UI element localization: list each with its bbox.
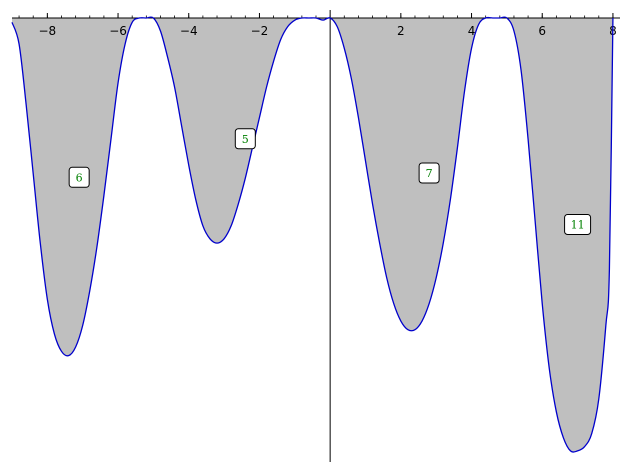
x-tick-label: 6 (538, 24, 546, 38)
region-label-box (68, 166, 90, 188)
x-tick-label: −8 (38, 24, 56, 38)
filled-region-0 (12, 17, 613, 453)
region-label-0: 6 (76, 171, 83, 184)
region-label-box (564, 213, 592, 235)
x-tick-label: 4 (468, 24, 476, 38)
region-label-2: 7 (426, 167, 433, 180)
region-label-box (418, 162, 440, 184)
x-tick-label: 2 (397, 24, 405, 38)
region-label-3: 11 (571, 218, 585, 231)
curve-layer (11, 16, 614, 453)
x-tick-label: −6 (109, 24, 127, 38)
fill-layer (12, 17, 613, 453)
x-tick-label: −4 (180, 24, 198, 38)
series-line-0 (11, 16, 614, 453)
label-layer: 6 5 7 11 (68, 128, 592, 235)
region-label-1: 5 (242, 133, 249, 146)
x-tick-label: −2 (251, 24, 269, 38)
region-label-box (234, 128, 256, 150)
